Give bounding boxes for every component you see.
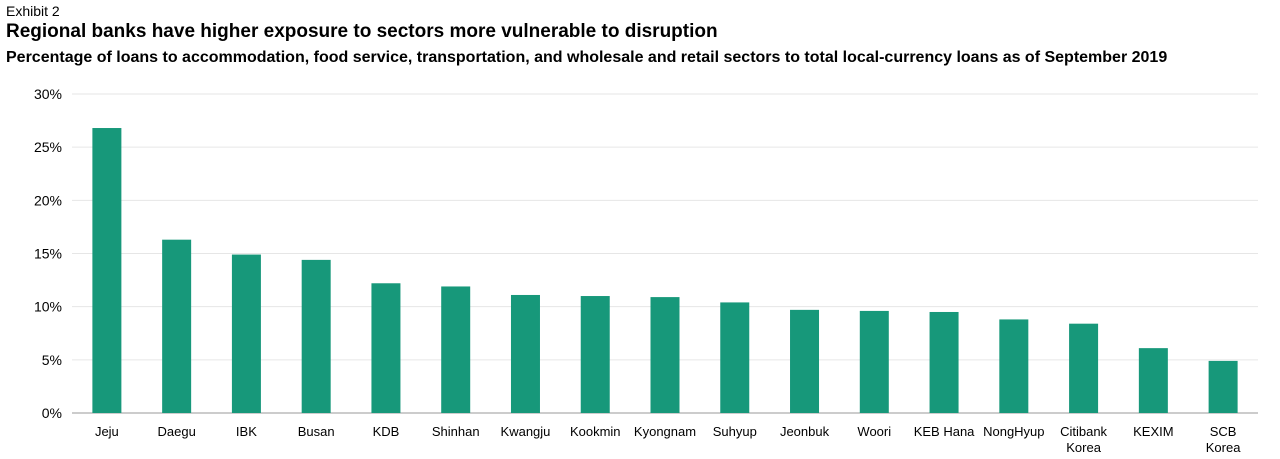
bar — [720, 302, 750, 413]
bar — [301, 259, 331, 413]
x-tick-label: Kwangju — [501, 424, 551, 439]
x-tick-label: KDB — [373, 424, 400, 439]
bar — [580, 296, 610, 413]
x-tick-label: Jeonbuk — [780, 424, 830, 439]
x-tick-label: IBK — [236, 424, 257, 439]
x-tick-label: KEXIM — [1133, 424, 1173, 439]
x-tick-label: KEB Hana — [914, 424, 975, 439]
x-tick-label: Kyongnam — [634, 424, 696, 439]
x-tick-label: Citibank — [1060, 424, 1107, 439]
bar — [1138, 348, 1168, 413]
y-tick-label: 0% — [42, 405, 62, 421]
y-tick-label: 30% — [34, 86, 62, 102]
x-tick-label: Kookmin — [570, 424, 621, 439]
bar — [1208, 360, 1238, 413]
x-tick-label: Korea — [1066, 440, 1101, 455]
bar — [510, 294, 540, 413]
y-tick-label: 15% — [34, 246, 62, 262]
x-tick-label: Woori — [857, 424, 891, 439]
x-tick-label: SCB — [1210, 424, 1237, 439]
x-tick-label: Jeju — [95, 424, 119, 439]
exhibit-label: Exhibit 2 — [6, 3, 60, 19]
x-tick-label: Daegu — [157, 424, 195, 439]
x-tick-label: Shinhan — [432, 424, 480, 439]
bar — [92, 128, 122, 413]
bar — [162, 239, 192, 413]
y-tick-label: 20% — [34, 192, 62, 208]
bar — [859, 310, 889, 413]
y-tick-label: 25% — [34, 139, 62, 155]
bar — [441, 286, 471, 413]
chart-title: Regional banks have higher exposure to s… — [6, 21, 718, 42]
x-tick-label: Korea — [1206, 440, 1241, 455]
y-tick-label: 5% — [42, 352, 62, 368]
bar — [929, 311, 959, 413]
chart-subtitle: Percentage of loans to accommodation, fo… — [6, 49, 1168, 66]
bar — [371, 283, 401, 413]
bar — [999, 319, 1029, 413]
x-tick-label: Suhyup — [713, 424, 757, 439]
bar — [790, 309, 820, 413]
x-tick-label: NongHyup — [983, 424, 1044, 439]
x-tick-label: Busan — [298, 424, 335, 439]
bar — [650, 297, 680, 413]
bar — [1069, 323, 1099, 413]
y-tick-label: 10% — [34, 299, 62, 315]
bar — [231, 254, 261, 413]
